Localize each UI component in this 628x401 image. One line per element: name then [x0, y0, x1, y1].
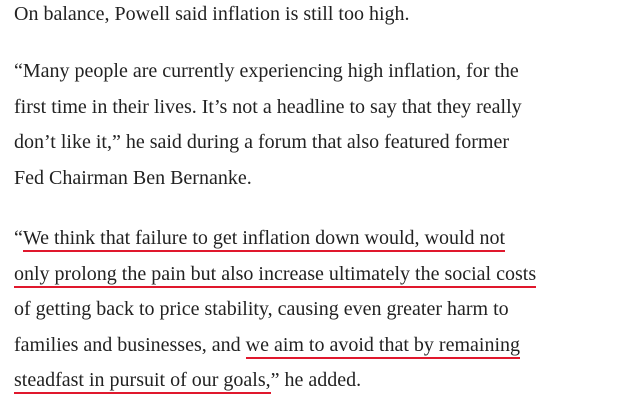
text-line: families and businesses, and we aim to a…: [14, 328, 536, 364]
text-line: steadfast in pursuit of our goals,” he a…: [14, 363, 536, 399]
text: “Many people are currently experiencing …: [14, 60, 519, 82]
text: ” he added.: [270, 369, 362, 391]
paragraph: “We think that failure to get inflation …: [14, 221, 537, 399]
text-line: “We think that failure to get inflation …: [14, 221, 536, 257]
paragraph: “Many people are currently experiencing …: [14, 54, 522, 196]
text-line: On balance, Powell said inflation is sti…: [14, 0, 410, 33]
text: families and businesses, and: [14, 333, 246, 356]
text-line: “Many people are currently experiencing …: [14, 54, 522, 90]
paragraph: On balance, Powell said inflation is sti…: [14, 0, 410, 33]
text-line: don’t like it,” he said during a forum t…: [14, 125, 522, 161]
text: of getting back to price stability, caus…: [14, 298, 509, 320]
text-line: Fed Chairman Ben Bernanke.: [14, 161, 522, 197]
underlined-text: we aim to avoid that by remaining: [245, 333, 520, 359]
underlined-text: We think that failure to get inflation d…: [22, 227, 506, 252]
text: first time in their lives. It’s not a he…: [14, 95, 522, 118]
text: On balance, Powell said inflation is sti…: [14, 3, 410, 25]
underlined-text: only prolong the pain but also increase …: [14, 262, 537, 288]
text: Fed Chairman Ben Bernanke.: [14, 166, 252, 189]
text-line: first time in their lives. It’s not a he…: [14, 90, 522, 126]
text-line: of getting back to price stability, caus…: [14, 292, 536, 328]
text-line: only prolong the pain but also increase …: [14, 257, 537, 293]
text: don’t like it,” he said during a forum t…: [14, 131, 510, 153]
underlined-text: steadfast in pursuit of our goals,: [14, 369, 271, 394]
text: “: [14, 227, 23, 249]
